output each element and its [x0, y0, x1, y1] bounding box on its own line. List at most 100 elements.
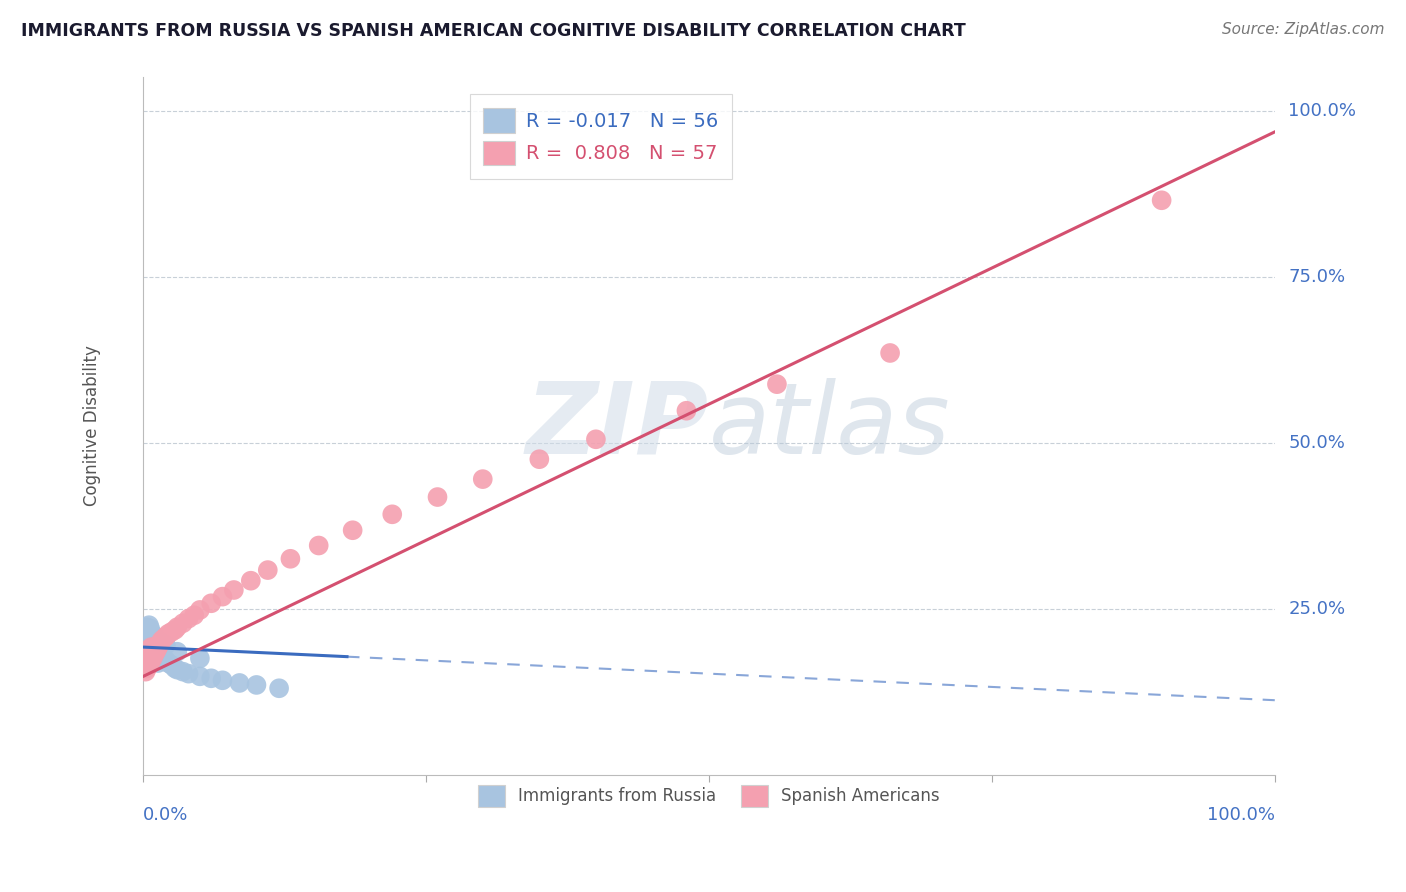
Point	[139, 642, 162, 657]
Point	[139, 649, 162, 664]
Point	[529, 452, 551, 467]
Point	[177, 666, 200, 681]
Text: IMMIGRANTS FROM RUSSIA VS SPANISH AMERICAN COGNITIVE DISABILITY CORRELATION CHAR: IMMIGRANTS FROM RUSSIA VS SPANISH AMERIC…	[21, 22, 966, 40]
Point	[222, 582, 245, 597]
Point	[135, 661, 157, 675]
Point	[139, 642, 162, 657]
Point	[138, 645, 160, 659]
Point	[239, 574, 262, 588]
Point	[150, 633, 173, 648]
Point	[166, 645, 188, 659]
Point	[1150, 194, 1173, 208]
Point	[157, 656, 180, 670]
Point	[143, 647, 166, 661]
Point	[172, 665, 194, 679]
Point	[141, 645, 163, 659]
Point	[149, 653, 172, 667]
Point	[146, 647, 169, 661]
Point	[136, 623, 159, 637]
Point	[135, 665, 157, 679]
Point	[141, 640, 163, 654]
Point	[146, 642, 169, 657]
Point	[142, 649, 165, 664]
Point	[160, 624, 183, 639]
Point	[139, 656, 162, 670]
Point	[145, 651, 167, 665]
Text: ZIP: ZIP	[526, 377, 709, 475]
Point	[188, 651, 211, 665]
Point	[160, 658, 183, 673]
Text: 50.0%: 50.0%	[1288, 434, 1346, 451]
Point	[200, 671, 222, 685]
Point	[188, 669, 211, 683]
Point	[342, 523, 364, 537]
Point	[152, 651, 174, 665]
Point	[141, 640, 163, 654]
Point	[471, 472, 494, 486]
Point	[135, 658, 157, 673]
Point	[139, 649, 162, 664]
Point	[135, 624, 157, 639]
Point	[141, 632, 163, 646]
Point	[136, 647, 159, 661]
Point	[142, 642, 165, 657]
Point	[766, 377, 789, 392]
Point	[155, 653, 177, 667]
Point	[139, 656, 162, 670]
Point	[141, 653, 163, 667]
Point	[155, 630, 177, 644]
Text: Source: ZipAtlas.com: Source: ZipAtlas.com	[1222, 22, 1385, 37]
Point	[585, 432, 607, 446]
Point	[141, 638, 163, 652]
Point	[308, 539, 330, 553]
Point	[138, 628, 160, 642]
Point	[135, 655, 157, 669]
Point	[228, 676, 250, 690]
Point	[381, 508, 404, 522]
Point	[141, 651, 163, 665]
Point	[138, 645, 160, 659]
Point	[426, 490, 449, 504]
Point	[135, 642, 157, 657]
Point	[136, 660, 159, 674]
Point	[142, 647, 165, 661]
Point	[138, 618, 160, 632]
Point	[141, 651, 163, 665]
Point	[135, 638, 157, 652]
Point	[146, 640, 169, 654]
Point	[136, 642, 159, 657]
Point	[152, 632, 174, 646]
Point	[245, 678, 267, 692]
Point	[138, 651, 160, 665]
Legend: Immigrants from Russia, Spanish Americans: Immigrants from Russia, Spanish American…	[470, 777, 948, 815]
Point	[157, 627, 180, 641]
Point	[149, 636, 172, 650]
Point	[269, 681, 291, 696]
Point	[177, 611, 200, 625]
Point	[148, 651, 170, 665]
Point	[135, 620, 157, 634]
Point	[138, 651, 160, 665]
Point	[143, 640, 166, 654]
Point	[675, 403, 697, 417]
Point	[142, 653, 165, 667]
Point	[139, 622, 162, 636]
Point	[143, 649, 166, 664]
Point	[136, 648, 159, 662]
Point	[141, 647, 163, 661]
Text: Cognitive Disability: Cognitive Disability	[83, 345, 101, 507]
Point	[141, 627, 163, 641]
Point	[146, 656, 169, 670]
Point	[136, 653, 159, 667]
Text: 0.0%: 0.0%	[143, 806, 188, 824]
Point	[138, 638, 160, 652]
Point	[150, 649, 173, 664]
Point	[188, 603, 211, 617]
Point	[163, 661, 186, 675]
Text: 100.0%: 100.0%	[1206, 806, 1275, 824]
Point	[138, 658, 160, 673]
Point	[163, 623, 186, 637]
Point	[141, 645, 163, 659]
Text: atlas: atlas	[709, 377, 950, 475]
Point	[256, 563, 278, 577]
